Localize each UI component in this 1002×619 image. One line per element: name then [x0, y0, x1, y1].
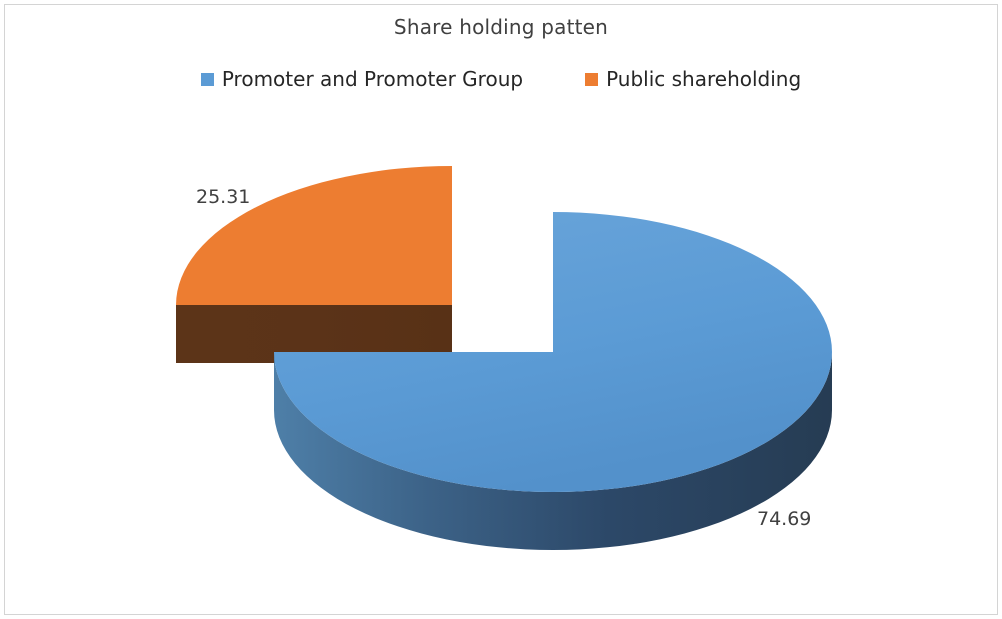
pie-slice-public-top [176, 166, 452, 305]
chart-legend: Promoter and Promoter Group Public share… [0, 67, 1002, 91]
legend-label-public: Public shareholding [606, 67, 802, 91]
data-label-promoter: 74.69 [757, 508, 812, 530]
pie-slice-promoter-top [274, 212, 832, 492]
pie-slice-public-side [176, 305, 452, 363]
data-label-public: 25.31 [196, 186, 251, 208]
legend-swatch-public [585, 72, 599, 86]
legend-swatch-promoter [200, 72, 214, 86]
legend-item-promoter[interactable]: Promoter and Promoter Group [200, 67, 524, 91]
chart-title: Share holding patten [393, 15, 609, 39]
pie-slice-promoter-side [274, 352, 832, 550]
legend-item-public[interactable]: Public shareholding [585, 67, 801, 91]
legend-label-promoter: Promoter and Promoter Group [221, 67, 524, 91]
pie-slice-promoter-3d[interactable] [274, 212, 832, 550]
pie-slice-public-3d[interactable] [176, 166, 452, 363]
